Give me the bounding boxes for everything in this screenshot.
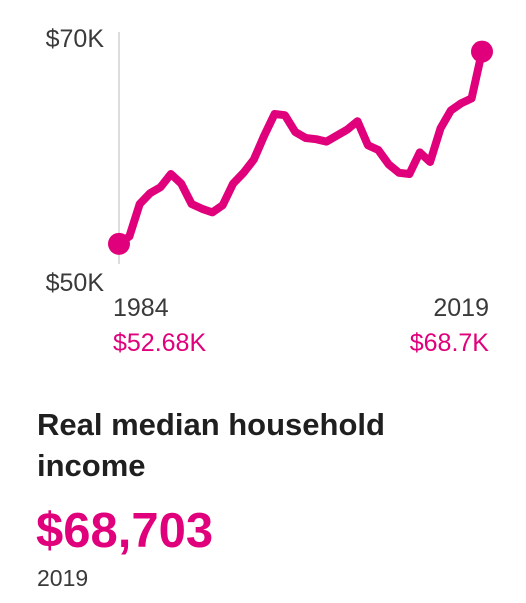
start-point-marker[interactable]	[108, 232, 130, 255]
income-line-chart: $70K $50K 1984 $52.68K 2019 $68.7K	[46, 25, 493, 357]
end-point-marker[interactable]	[471, 40, 493, 63]
end-year-label: 2019	[433, 294, 489, 322]
start-year-label: 1984	[113, 294, 169, 322]
headline-value: $68,703	[36, 504, 214, 558]
chart-title: Real median household income	[37, 407, 385, 483]
income-series-line	[115, 47, 486, 248]
start-value-label: $52.68K	[113, 329, 206, 357]
headline-year: 2019	[37, 565, 89, 591]
end-value-label: $68.7K	[410, 329, 490, 357]
y-tick-label-bottom: $50K	[46, 269, 105, 297]
y-tick-label-top: $70K	[46, 25, 105, 53]
